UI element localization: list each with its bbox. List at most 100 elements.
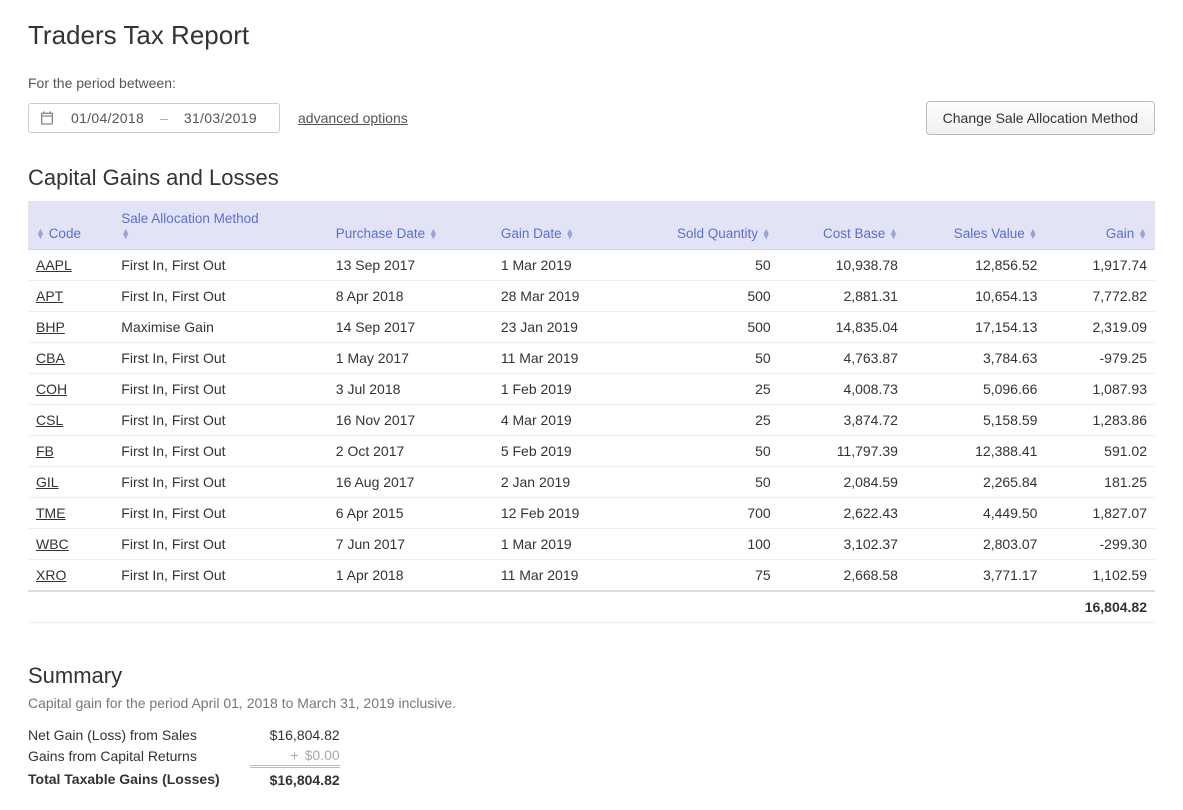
cell-sold-qty: 50 — [625, 250, 779, 281]
summary-title: Summary — [28, 663, 1155, 689]
cell-gain: 1,283.86 — [1045, 405, 1155, 436]
total-gain: 16,804.82 — [1045, 591, 1155, 623]
col-method-label: Sale Allocation Method — [121, 211, 258, 226]
table-row: AAPLFirst In, First Out13 Sep 20171 Mar … — [28, 250, 1155, 281]
advanced-options-link[interactable]: advanced options — [298, 110, 408, 126]
col-cost-base[interactable]: Cost Base ▲▼ — [779, 201, 906, 250]
code-link[interactable]: GIL — [36, 474, 59, 490]
cell-gain: 591.02 — [1045, 436, 1155, 467]
summary-cap-returns-row: Gains from Capital Returns +$0.00 — [28, 745, 340, 767]
code-link[interactable]: CBA — [36, 350, 65, 366]
cell-sales-value: 2,803.07 — [906, 529, 1046, 560]
cell-sales-value: 5,158.59 — [906, 405, 1046, 436]
table-row: XROFirst In, First Out1 Apr 201811 Mar 2… — [28, 560, 1155, 592]
date-to: 31/03/2019 — [184, 110, 257, 126]
cap-returns-value: +$0.00 — [250, 745, 340, 767]
cell-sold-qty: 50 — [625, 436, 779, 467]
cell-gain: -979.25 — [1045, 343, 1155, 374]
cell-purchase-date: 3 Jul 2018 — [328, 374, 493, 405]
table-row: BHPMaximise Gain14 Sep 201723 Jan 201950… — [28, 312, 1155, 343]
cell-cost-base: 14,835.04 — [779, 312, 906, 343]
code-link[interactable]: BHP — [36, 319, 65, 335]
summary-subtitle: Capital gain for the period April 01, 20… — [28, 695, 1155, 711]
table-row: CBAFirst In, First Out1 May 201711 Mar 2… — [28, 343, 1155, 374]
cell-method: Maximise Gain — [113, 312, 328, 343]
summary-section: Summary Capital gain for the period Apri… — [28, 663, 1155, 790]
col-gain[interactable]: Gain ▲▼ — [1045, 201, 1155, 250]
cell-gain: 181.25 — [1045, 467, 1155, 498]
table-row: WBC First In, First Out7 Jun 20171 Mar 20… — [28, 529, 1155, 560]
cell-gain: -299.30 — [1045, 529, 1155, 560]
col-purchase-date[interactable]: Purchase Date ▲▼ — [328, 201, 493, 250]
cell-gain: 1,087.93 — [1045, 374, 1155, 405]
code-link[interactable]: APT — [36, 288, 63, 304]
col-method[interactable]: Sale Allocation Method▲▼ — [113, 201, 328, 250]
cell-sold-qty: 700 — [625, 498, 779, 529]
code-link[interactable]: TME — [36, 505, 66, 521]
cell-method: First In, First Out — [113, 405, 328, 436]
col-gain-label: Gain — [1106, 226, 1135, 241]
cell-sold-qty: 25 — [625, 405, 779, 436]
cell-gain-date: 1 Mar 2019 — [493, 529, 625, 560]
cell-method: First In, First Out — [113, 467, 328, 498]
col-sold-qty[interactable]: Sold Quantity ▲▼ — [625, 201, 779, 250]
cell-sales-value: 12,388.41 — [906, 436, 1046, 467]
code-link[interactable]: AAPL — [36, 257, 72, 273]
cell-method: First In, First Out — [113, 374, 328, 405]
table-row: GILFirst In, First Out16 Aug 20172 Jan 2… — [28, 467, 1155, 498]
cell-gain-date: 4 Mar 2019 — [493, 405, 625, 436]
cell-code: CSL — [28, 405, 113, 436]
cell-purchase-date: 16 Aug 2017 — [328, 467, 493, 498]
table-row: COH First In, First Out3 Jul 20181 Feb 20… — [28, 374, 1155, 405]
cell-purchase-date: 8 Apr 2018 — [328, 281, 493, 312]
code-link[interactable]: CSL — [36, 412, 63, 428]
cell-method: First In, First Out — [113, 529, 328, 560]
code-link[interactable]: COH — [36, 381, 67, 397]
cell-purchase-date: 2 Oct 2017 — [328, 436, 493, 467]
cell-sold-qty: 500 — [625, 281, 779, 312]
code-link[interactable]: FB — [36, 443, 54, 459]
cell-sold-qty: 500 — [625, 312, 779, 343]
date-range-picker[interactable]: 01/04/2018 – 31/03/2019 — [28, 103, 280, 133]
code-link[interactable]: WBC — [36, 536, 69, 552]
cell-sales-value: 17,154.13 — [906, 312, 1046, 343]
cell-code: CBA — [28, 343, 113, 374]
cell-method: First In, First Out — [113, 436, 328, 467]
cell-sold-qty: 100 — [625, 529, 779, 560]
cell-sold-qty: 50 — [625, 343, 779, 374]
total-label: Total Taxable Gains (Losses) — [28, 767, 250, 791]
cell-gain-date: 1 Feb 2019 — [493, 374, 625, 405]
cell-sold-qty: 50 — [625, 467, 779, 498]
col-gain-date[interactable]: Gain Date ▲▼ — [493, 201, 625, 250]
controls-left: 01/04/2018 – 31/03/2019 advanced options — [28, 103, 408, 133]
code-link[interactable]: XRO — [36, 567, 66, 583]
cell-method: First In, First Out — [113, 343, 328, 374]
cell-cost-base: 11,797.39 — [779, 436, 906, 467]
cell-code: XRO — [28, 560, 113, 592]
col-sales-value-label: Sales Value — [954, 226, 1025, 241]
totals-row: 16,804.82 — [28, 591, 1155, 623]
cell-code: GIL — [28, 467, 113, 498]
table-row: FBFirst In, First Out2 Oct 20175 Feb 201… — [28, 436, 1155, 467]
col-gain-date-label: Gain Date — [501, 226, 562, 241]
col-cost-base-label: Cost Base — [823, 226, 885, 241]
col-code[interactable]: ▲▼ Code — [28, 201, 113, 250]
cell-sales-value: 3,784.63 — [906, 343, 1046, 374]
total-value: $16,804.82 — [250, 767, 340, 791]
cell-code: BHP — [28, 312, 113, 343]
col-code-label: Code — [49, 226, 81, 241]
date-from: 01/04/2018 — [71, 110, 144, 126]
cell-sales-value: 3,771.17 — [906, 560, 1046, 592]
cell-purchase-date: 7 Jun 2017 — [328, 529, 493, 560]
col-sales-value[interactable]: Sales Value ▲▼ — [906, 201, 1046, 250]
summary-net-gain-row: Net Gain (Loss) from Sales $16,804.82 — [28, 725, 340, 745]
change-sale-allocation-button[interactable]: Change Sale Allocation Method — [926, 101, 1155, 135]
date-separator: – — [160, 110, 168, 126]
cell-method: First In, First Out — [113, 250, 328, 281]
cell-cost-base: 3,102.37 — [779, 529, 906, 560]
summary-total-row: Total Taxable Gains (Losses) $16,804.82 — [28, 767, 340, 791]
cell-method: First In, First Out — [113, 560, 328, 592]
cap-returns-amount: $0.00 — [305, 747, 340, 763]
cell-gain-date: 23 Jan 2019 — [493, 312, 625, 343]
net-gain-label: Net Gain (Loss) from Sales — [28, 725, 250, 745]
